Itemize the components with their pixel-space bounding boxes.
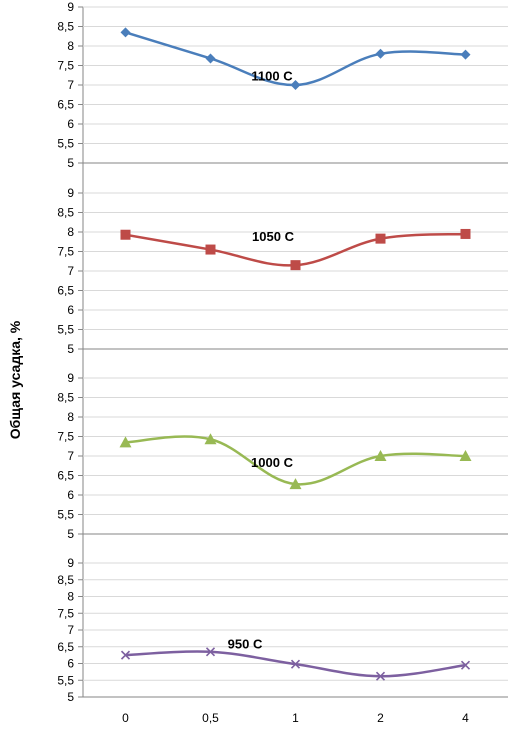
y-tick-label-2-8: 9 [67,371,74,385]
y-tick-label-0-1: 5,5 [57,137,74,151]
y-tick-label-2-2: 6 [67,488,74,502]
y-tick-label-1-3: 6,5 [57,284,74,298]
x-tick-label-2: 1 [292,711,299,725]
y-tick-label-2-3: 6,5 [57,469,74,483]
y-tick-label-3-5: 7,5 [57,606,74,620]
point-0-4 [460,49,471,60]
y-tick-label-2-0: 5 [67,527,74,541]
y-tick-label-2-7: 8,5 [57,391,74,405]
y-tick-label-3-1: 5,5 [57,673,74,687]
y-tick-label-0-7: 8,5 [57,20,74,34]
x-tick-label-4: 4 [462,711,469,725]
y-tick-label-3-2: 6 [67,657,74,671]
y-tick-label-3-8: 9 [67,556,74,570]
y-tick-label-2-5: 7,5 [57,430,74,444]
y-tick-label-0-6: 8 [67,39,74,53]
point-2-1 [204,433,217,445]
y-tick-label-0-5: 7,5 [57,59,74,73]
y-tick-label-0-8: 9 [67,0,74,14]
y-tick-label-2-6: 8 [67,410,74,424]
y-tick-label-0-0: 5 [67,156,74,170]
y-tick-label-2-1: 5,5 [57,508,74,522]
y-tick-label-1-7: 8,5 [57,206,74,220]
y-tick-label-3-4: 7 [67,623,74,637]
y-tick-label-1-1: 5,5 [57,323,74,337]
point-0-3 [375,48,386,59]
point-3-0 [120,650,131,660]
y-tick-label-0-3: 6,5 [57,98,74,112]
point-3-3 [375,671,386,681]
y-tick-label-1-4: 7 [67,264,74,278]
x-tick-label-0: 0 [122,711,129,725]
y-tick-label-1-8: 9 [67,186,74,200]
point-2-2 [289,478,302,490]
series-line-2 [125,435,466,486]
y-tick-label-2-4: 7 [67,449,74,463]
point-3-2 [290,659,301,669]
y-tick-label-1-5: 7,5 [57,245,74,259]
x-tick-label-3: 2 [377,711,384,725]
x-tick-label-1: 0,5 [202,711,219,725]
point-2-3 [374,450,387,461]
y-tick-label-3-6: 8 [67,590,74,604]
y-tick-label-3-0: 5 [67,690,74,704]
y-tick-label-1-0: 5 [67,342,74,356]
point-3-4 [460,660,471,670]
point-1-1 [205,244,216,255]
y-tick-label-3-7: 8,5 [57,573,74,587]
point-1-3 [375,233,386,244]
y-tick-label-1-6: 8 [67,225,74,239]
y-tick-label-3-3: 6,5 [57,640,74,654]
y-tick-label-0-2: 6 [67,117,74,131]
point-0-0 [120,27,131,38]
point-1-4 [460,228,471,239]
series-label-2: 1000 C [251,455,294,470]
series-line-0 [125,31,466,87]
point-3-1 [205,647,216,657]
point-1-0 [120,229,131,240]
point-0-2 [290,80,301,90]
point-0-1 [205,53,216,64]
series-label-1: 1050 C [252,229,295,244]
series-label-3: 950 C [228,636,263,651]
y-tick-label-1-2: 6 [67,303,74,317]
point-1-2 [290,260,301,271]
point-2-0 [119,436,132,448]
series-label-0: 1100 C [251,68,293,83]
y-tick-label-0-4: 7 [67,78,74,92]
point-2-4 [459,450,472,461]
